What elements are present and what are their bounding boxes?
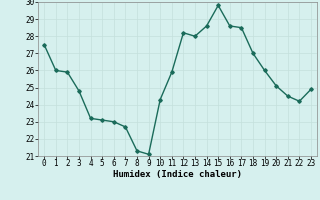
X-axis label: Humidex (Indice chaleur): Humidex (Indice chaleur) xyxy=(113,170,242,179)
